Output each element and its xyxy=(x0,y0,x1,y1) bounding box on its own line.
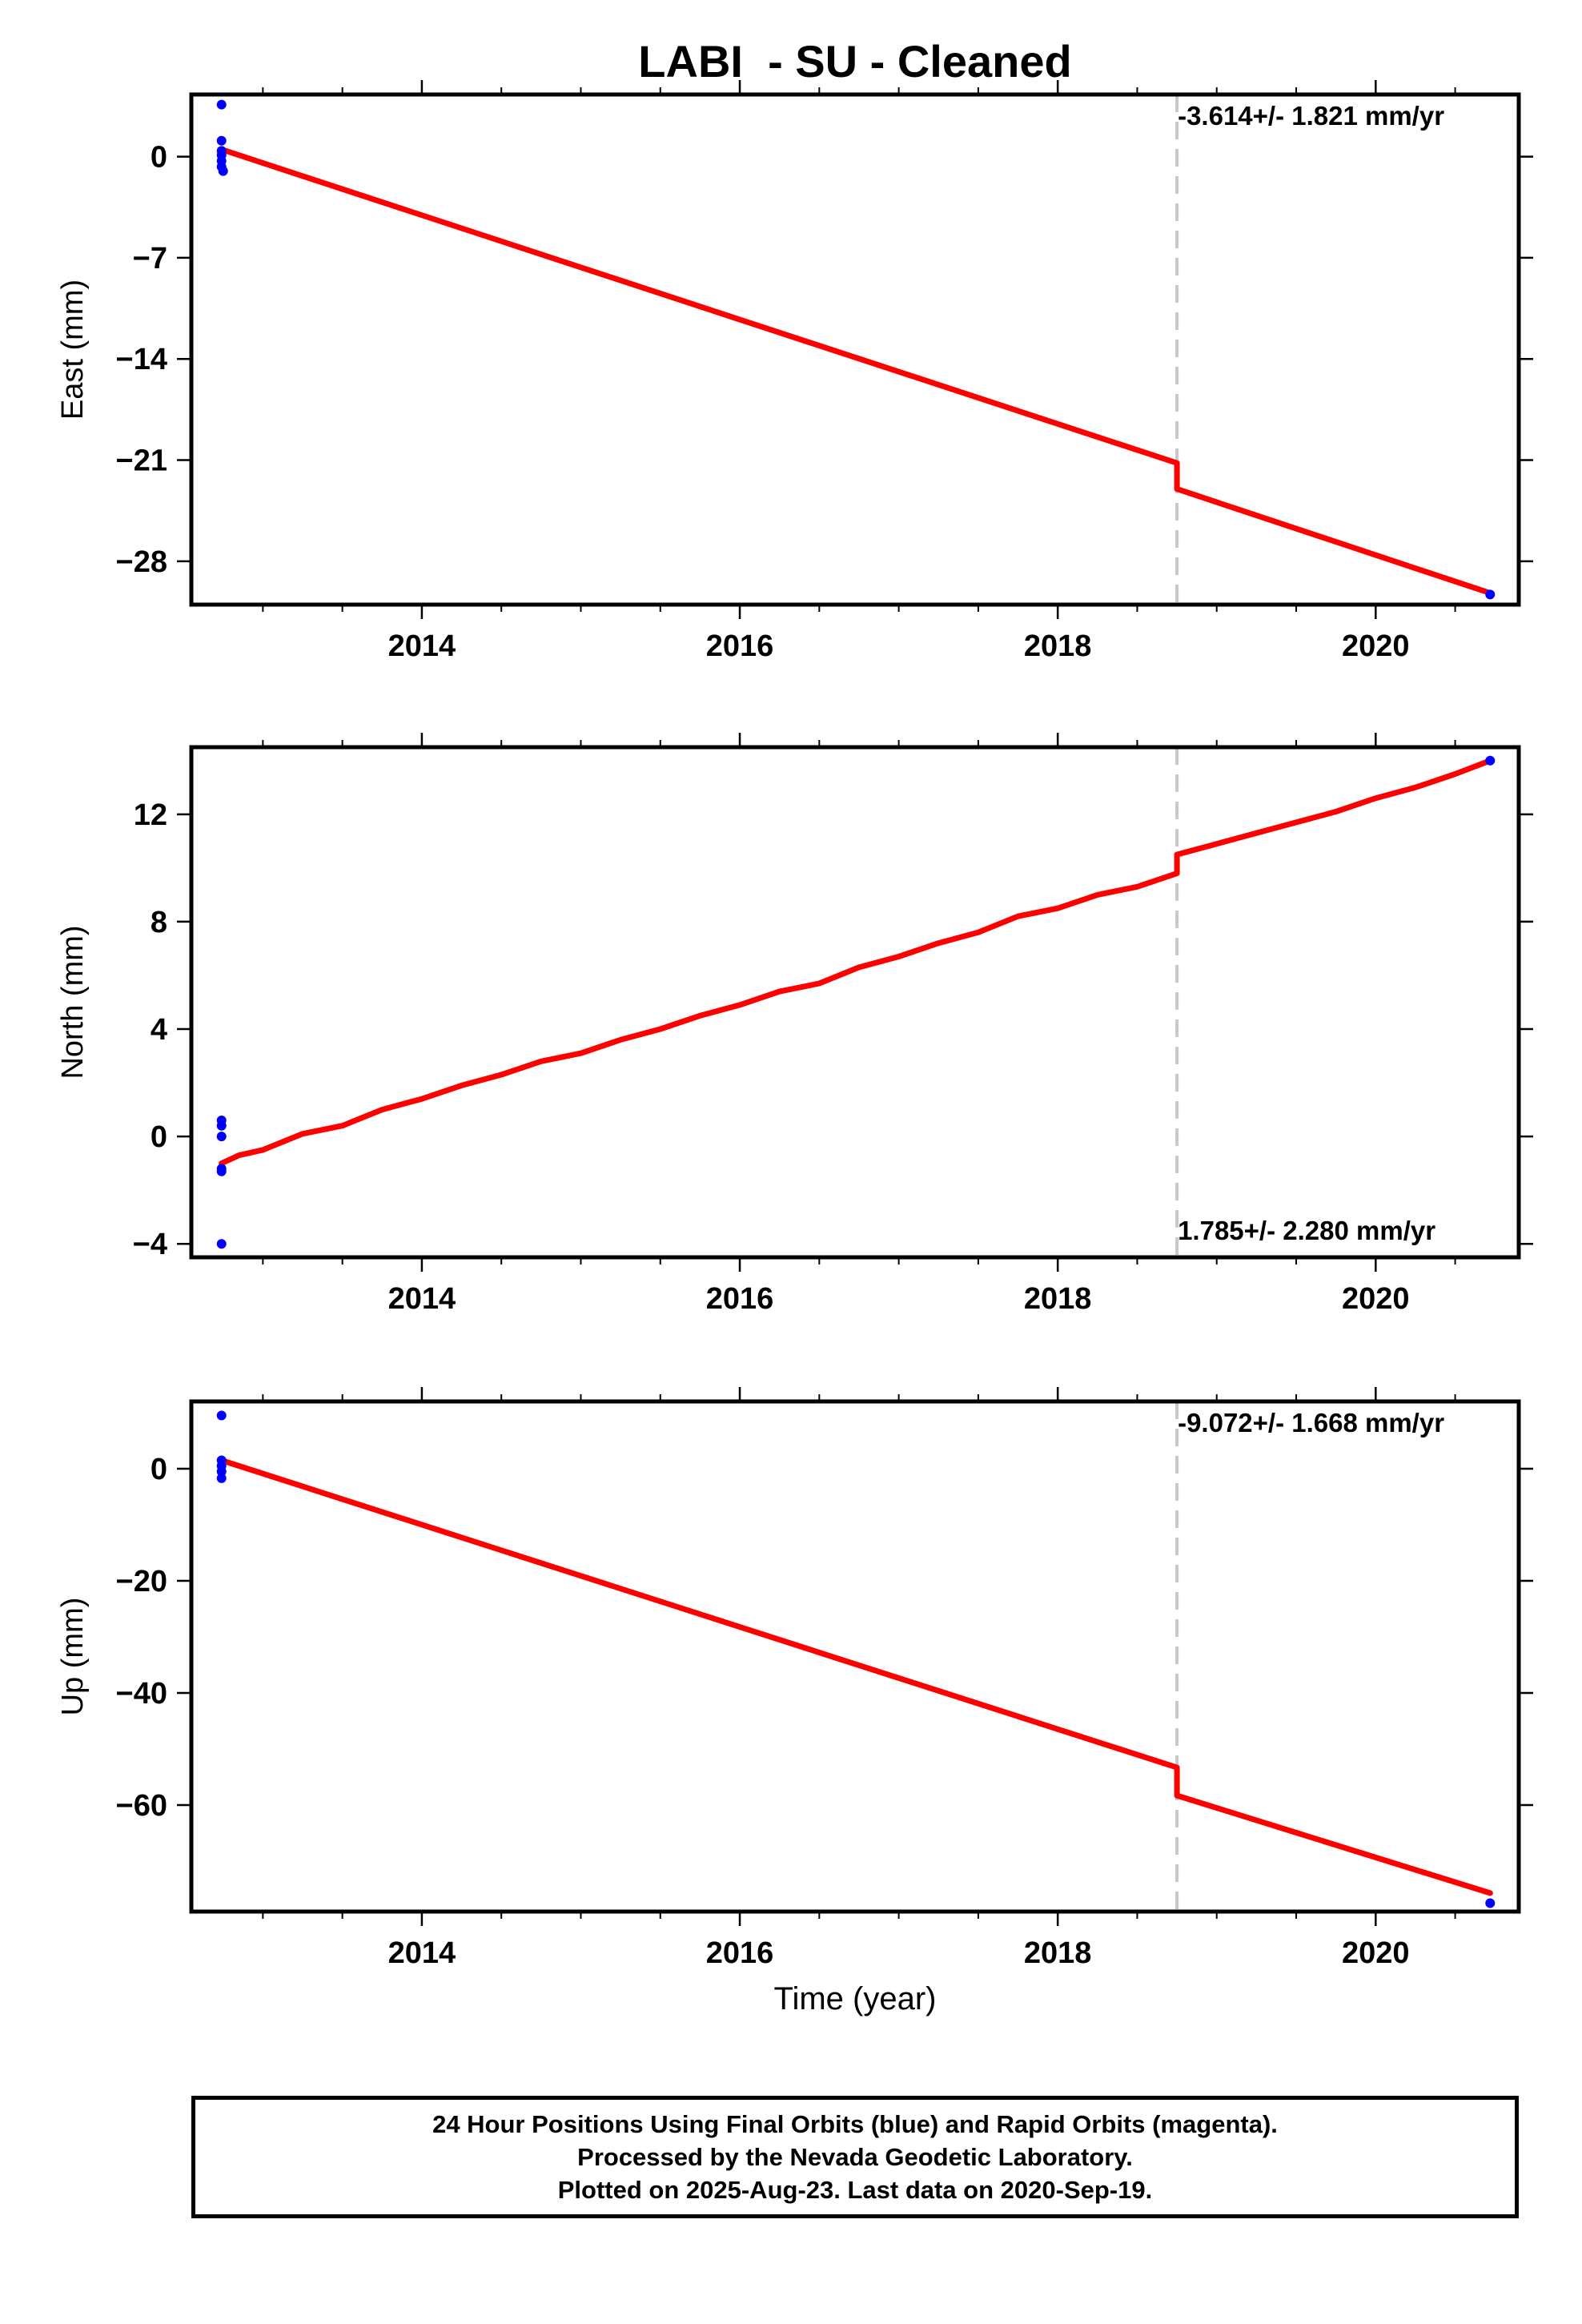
x-tick-label: 2020 xyxy=(1342,1282,1410,1316)
plot-frame xyxy=(189,92,1521,607)
data-point xyxy=(216,1239,227,1249)
y-tick-label: 0 xyxy=(151,1453,167,1486)
model-fit-line xyxy=(219,147,1493,597)
velocity-label: 1.785+/- 2.280 mm/yr xyxy=(1178,1216,1435,1245)
data-point xyxy=(1485,589,1496,600)
y-tick-label: −4 xyxy=(133,1228,167,1261)
data-point xyxy=(1485,755,1496,766)
panel-north: 2014 2016 2018 2020 12 8 4 0 −4 North (mm) 1.785+/… xyxy=(56,733,1533,1316)
data-point xyxy=(216,99,227,110)
x-tick-label: 2018 xyxy=(1024,629,1092,663)
data-point xyxy=(216,1132,227,1142)
y-tick-label: −20 xyxy=(116,1565,167,1598)
y-tick-label: −40 xyxy=(116,1677,167,1711)
x-tick-label: 2014 xyxy=(388,1936,456,1970)
plot-frame xyxy=(189,1399,1521,1914)
footer-line-2: Processed by the Nevada Geodetic Laborat… xyxy=(577,2143,1133,2171)
velocity-label: -3.614+/- 1.821 mm/yr xyxy=(1178,101,1444,131)
y-tick-label: 12 xyxy=(134,798,167,832)
data-point xyxy=(218,166,228,176)
data-point xyxy=(216,1166,227,1176)
y-tick-label: −7 xyxy=(133,242,167,275)
x-tick-label: 2016 xyxy=(706,629,774,663)
panel-east: 2014 2016 2018 2020 0 −7 −14 −21 −28 East (mm) -3.… xyxy=(56,80,1533,663)
x-tick-label: 2016 xyxy=(706,1282,774,1316)
x-tick-label: 2020 xyxy=(1342,629,1410,663)
data-point xyxy=(216,1120,227,1131)
y-axis-label: Up (mm) xyxy=(56,1598,90,1716)
velocity-label: -9.072+/- 1.668 mm/yr xyxy=(1178,1408,1444,1437)
y-tick-label: −60 xyxy=(116,1789,167,1823)
y-tick-label: 4 xyxy=(151,1013,167,1047)
data-point xyxy=(216,1410,227,1421)
figure-title: LABI - SU - Cleaned xyxy=(638,36,1071,86)
data-point xyxy=(1485,1898,1496,1908)
y-tick-label: 8 xyxy=(151,906,167,939)
footer-caption-box: 24 Hour Positions Using Final Orbits (bl… xyxy=(191,2096,1519,2218)
x-tick-label: 2020 xyxy=(1342,1936,1410,1970)
model-fit-line xyxy=(219,1458,1493,1896)
data-point xyxy=(216,1466,227,1477)
data-point xyxy=(216,1473,227,1483)
model-fit-line xyxy=(219,758,1493,1167)
y-tick-label: −21 xyxy=(116,444,167,478)
footer-line-3: Plotted on 2025-Aug-23. Last data on 202… xyxy=(557,2176,1153,2204)
y-axis-label: North (mm) xyxy=(56,925,90,1079)
plot-frame xyxy=(189,745,1521,1260)
y-tick-label: −28 xyxy=(116,545,167,579)
data-point xyxy=(216,135,227,146)
x-axis-label: Time (year) xyxy=(774,1981,937,2016)
x-tick-label: 2014 xyxy=(388,629,456,663)
x-tick-label: 2018 xyxy=(1024,1282,1092,1316)
y-tick-label: 0 xyxy=(151,1120,167,1154)
x-tick-label: 2014 xyxy=(388,1282,456,1316)
footer-line-1: 24 Hour Positions Using Final Orbits (bl… xyxy=(432,2110,1278,2138)
y-tick-label: −14 xyxy=(116,343,167,376)
y-axis-label: East (mm) xyxy=(56,279,90,420)
y-tick-label: 0 xyxy=(151,141,167,175)
x-tick-label: 2016 xyxy=(706,1936,774,1970)
x-tick-label: 2018 xyxy=(1024,1936,1092,1970)
panel-up: 2014 2016 2018 2020 0 −20 −40 −60 Up (mm) Time (y… xyxy=(56,1387,1533,2016)
